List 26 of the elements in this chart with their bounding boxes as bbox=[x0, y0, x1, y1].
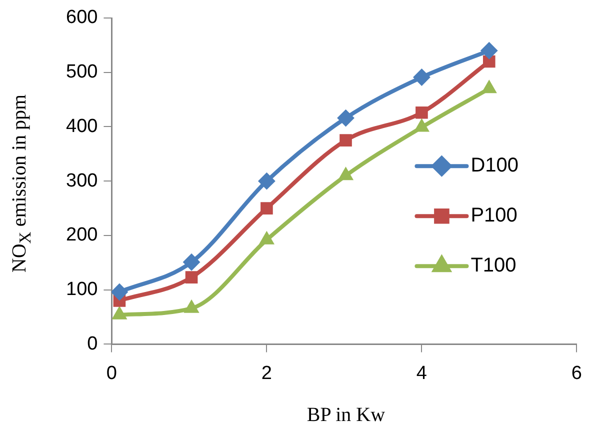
point bbox=[260, 202, 273, 214]
y-tick-label: 500 bbox=[66, 62, 98, 83]
y-tick-label: 0 bbox=[87, 333, 98, 354]
point bbox=[185, 271, 198, 284]
point bbox=[480, 42, 498, 60]
y-tick-label: 600 bbox=[66, 7, 98, 28]
x-axis-title: BP in Kw bbox=[306, 404, 386, 427]
x-tick-label: 6 bbox=[571, 362, 582, 384]
point bbox=[340, 134, 352, 146]
legend-label: P100 bbox=[470, 204, 518, 227]
point bbox=[258, 172, 276, 190]
y-tick-label: 100 bbox=[66, 279, 98, 300]
point bbox=[112, 284, 128, 301]
x-tick-label: 0 bbox=[106, 362, 117, 384]
legend-label: D100 bbox=[470, 154, 519, 177]
y-tick-label: 300 bbox=[66, 170, 98, 192]
x-tick-label: 4 bbox=[416, 362, 428, 384]
legend-label: T100 bbox=[470, 254, 516, 277]
point bbox=[337, 110, 354, 127]
x-tick-label: 2 bbox=[261, 362, 272, 384]
point bbox=[416, 106, 428, 119]
y-tick-label: 400 bbox=[66, 116, 98, 137]
y-tick-label: 200 bbox=[66, 224, 98, 246]
point bbox=[413, 68, 430, 86]
point bbox=[183, 254, 200, 271]
point bbox=[482, 55, 496, 68]
